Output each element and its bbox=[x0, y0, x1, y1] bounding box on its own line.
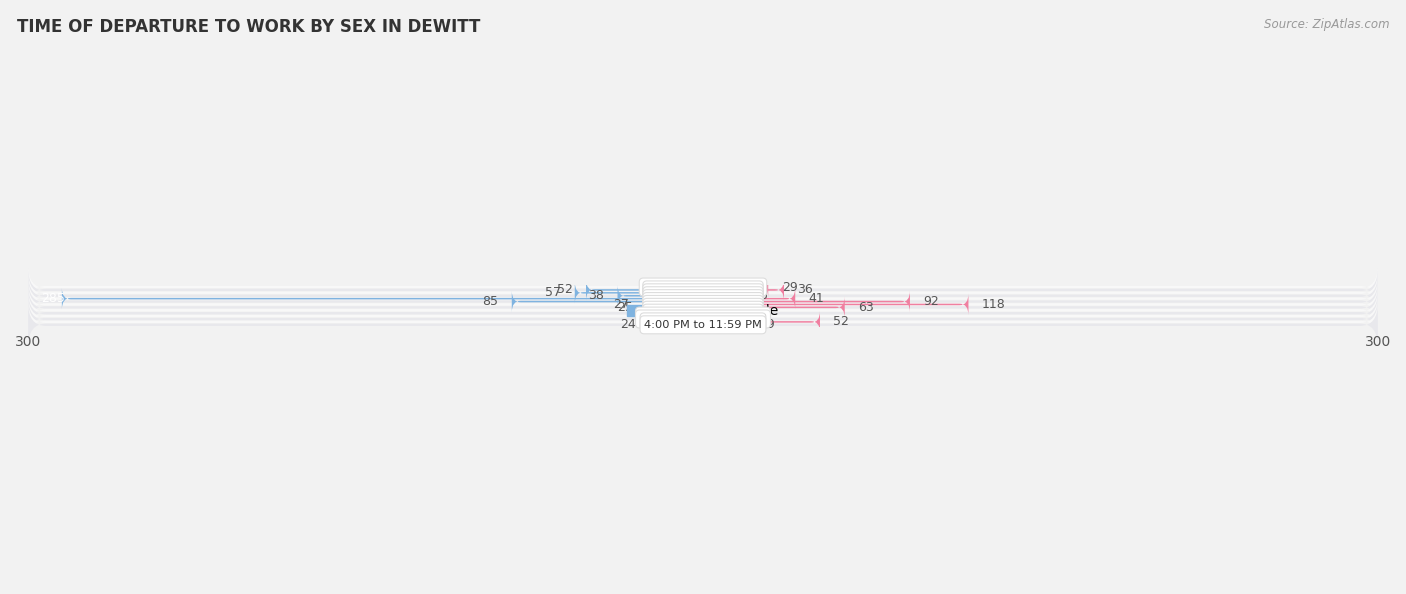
FancyBboxPatch shape bbox=[703, 279, 785, 301]
Text: 24: 24 bbox=[620, 318, 636, 331]
Text: 29: 29 bbox=[782, 280, 797, 293]
Text: 25: 25 bbox=[617, 301, 633, 314]
FancyBboxPatch shape bbox=[28, 271, 1378, 315]
Text: 6:30 AM to 6:59 AM: 6:30 AM to 6:59 AM bbox=[647, 293, 759, 304]
FancyBboxPatch shape bbox=[28, 282, 1378, 327]
Text: 285: 285 bbox=[42, 292, 66, 305]
Text: 11:00 AM to 11:59 AM: 11:00 AM to 11:59 AM bbox=[640, 314, 766, 324]
Text: 4:00 PM to 11:59 PM: 4:00 PM to 11:59 PM bbox=[644, 320, 762, 330]
FancyBboxPatch shape bbox=[703, 311, 820, 333]
FancyBboxPatch shape bbox=[28, 279, 1378, 324]
FancyBboxPatch shape bbox=[586, 279, 703, 301]
FancyBboxPatch shape bbox=[28, 288, 1378, 333]
Text: 14: 14 bbox=[643, 280, 658, 293]
Text: 5:00 AM to 5:29 AM: 5:00 AM to 5:29 AM bbox=[647, 285, 759, 295]
Text: 92: 92 bbox=[924, 295, 939, 308]
FancyBboxPatch shape bbox=[28, 268, 1378, 312]
Text: 7:30 AM to 7:59 AM: 7:30 AM to 7:59 AM bbox=[647, 299, 759, 309]
Text: 0: 0 bbox=[682, 304, 689, 317]
Legend: Male, Female: Male, Female bbox=[621, 299, 785, 324]
Text: 8: 8 bbox=[664, 307, 672, 320]
FancyBboxPatch shape bbox=[28, 274, 1378, 318]
Text: 6:00 AM to 6:29 AM: 6:00 AM to 6:29 AM bbox=[647, 290, 759, 301]
FancyBboxPatch shape bbox=[647, 296, 703, 318]
FancyBboxPatch shape bbox=[703, 290, 910, 312]
FancyBboxPatch shape bbox=[692, 311, 703, 333]
FancyBboxPatch shape bbox=[672, 276, 703, 298]
Text: 0: 0 bbox=[717, 307, 724, 320]
FancyBboxPatch shape bbox=[703, 314, 745, 336]
Text: 41: 41 bbox=[808, 292, 824, 305]
Text: 8:30 AM to 8:59 AM: 8:30 AM to 8:59 AM bbox=[647, 305, 759, 315]
Text: 38: 38 bbox=[588, 289, 605, 302]
FancyBboxPatch shape bbox=[28, 291, 1378, 335]
Text: 12:00 AM to 4:59 AM: 12:00 AM to 4:59 AM bbox=[644, 282, 762, 292]
Text: 52: 52 bbox=[834, 315, 849, 328]
Text: 19: 19 bbox=[759, 318, 775, 331]
FancyBboxPatch shape bbox=[703, 282, 714, 304]
Text: 5:30 AM to 5:59 AM: 5:30 AM to 5:59 AM bbox=[647, 288, 759, 298]
Text: 27: 27 bbox=[613, 298, 628, 311]
FancyBboxPatch shape bbox=[28, 300, 1378, 344]
Text: 12: 12 bbox=[647, 309, 662, 323]
FancyBboxPatch shape bbox=[28, 265, 1378, 309]
FancyBboxPatch shape bbox=[703, 287, 796, 309]
FancyBboxPatch shape bbox=[28, 285, 1378, 330]
FancyBboxPatch shape bbox=[28, 297, 1378, 341]
Text: 0: 0 bbox=[682, 312, 689, 326]
FancyBboxPatch shape bbox=[28, 303, 1378, 347]
FancyBboxPatch shape bbox=[62, 287, 703, 309]
FancyBboxPatch shape bbox=[617, 285, 703, 307]
Text: 118: 118 bbox=[981, 298, 1005, 311]
Text: 85: 85 bbox=[482, 295, 498, 308]
Text: 12:00 PM to 3:59 PM: 12:00 PM to 3:59 PM bbox=[644, 317, 762, 327]
FancyBboxPatch shape bbox=[28, 277, 1378, 321]
Text: 10:00 AM to 10:59 AM: 10:00 AM to 10:59 AM bbox=[640, 311, 766, 321]
FancyBboxPatch shape bbox=[703, 296, 845, 318]
Text: Source: ZipAtlas.com: Source: ZipAtlas.com bbox=[1264, 18, 1389, 31]
FancyBboxPatch shape bbox=[676, 305, 703, 327]
Text: 7:00 AM to 7:29 AM: 7:00 AM to 7:29 AM bbox=[647, 296, 759, 307]
Text: 0: 0 bbox=[717, 309, 724, 323]
Text: 5: 5 bbox=[671, 315, 678, 328]
FancyBboxPatch shape bbox=[575, 282, 703, 304]
Text: 8:00 AM to 8:29 AM: 8:00 AM to 8:29 AM bbox=[647, 302, 759, 312]
Text: 9:00 AM to 9:59 AM: 9:00 AM to 9:59 AM bbox=[647, 308, 759, 318]
FancyBboxPatch shape bbox=[28, 294, 1378, 338]
Text: 0: 0 bbox=[717, 312, 724, 326]
FancyBboxPatch shape bbox=[703, 299, 718, 321]
Text: 36: 36 bbox=[797, 283, 813, 296]
Text: 52: 52 bbox=[557, 283, 572, 296]
FancyBboxPatch shape bbox=[703, 285, 740, 307]
Text: 5: 5 bbox=[728, 286, 735, 299]
FancyBboxPatch shape bbox=[703, 276, 768, 298]
FancyBboxPatch shape bbox=[703, 293, 969, 315]
Text: 7: 7 bbox=[733, 304, 740, 317]
Text: 16: 16 bbox=[752, 289, 768, 302]
FancyBboxPatch shape bbox=[643, 293, 703, 315]
Text: 57: 57 bbox=[546, 286, 561, 299]
FancyBboxPatch shape bbox=[650, 314, 703, 336]
Text: TIME OF DEPARTURE TO WORK BY SEX IN DEWITT: TIME OF DEPARTURE TO WORK BY SEX IN DEWI… bbox=[17, 18, 481, 36]
Text: 63: 63 bbox=[858, 301, 875, 314]
FancyBboxPatch shape bbox=[512, 290, 703, 312]
FancyBboxPatch shape bbox=[685, 302, 703, 324]
